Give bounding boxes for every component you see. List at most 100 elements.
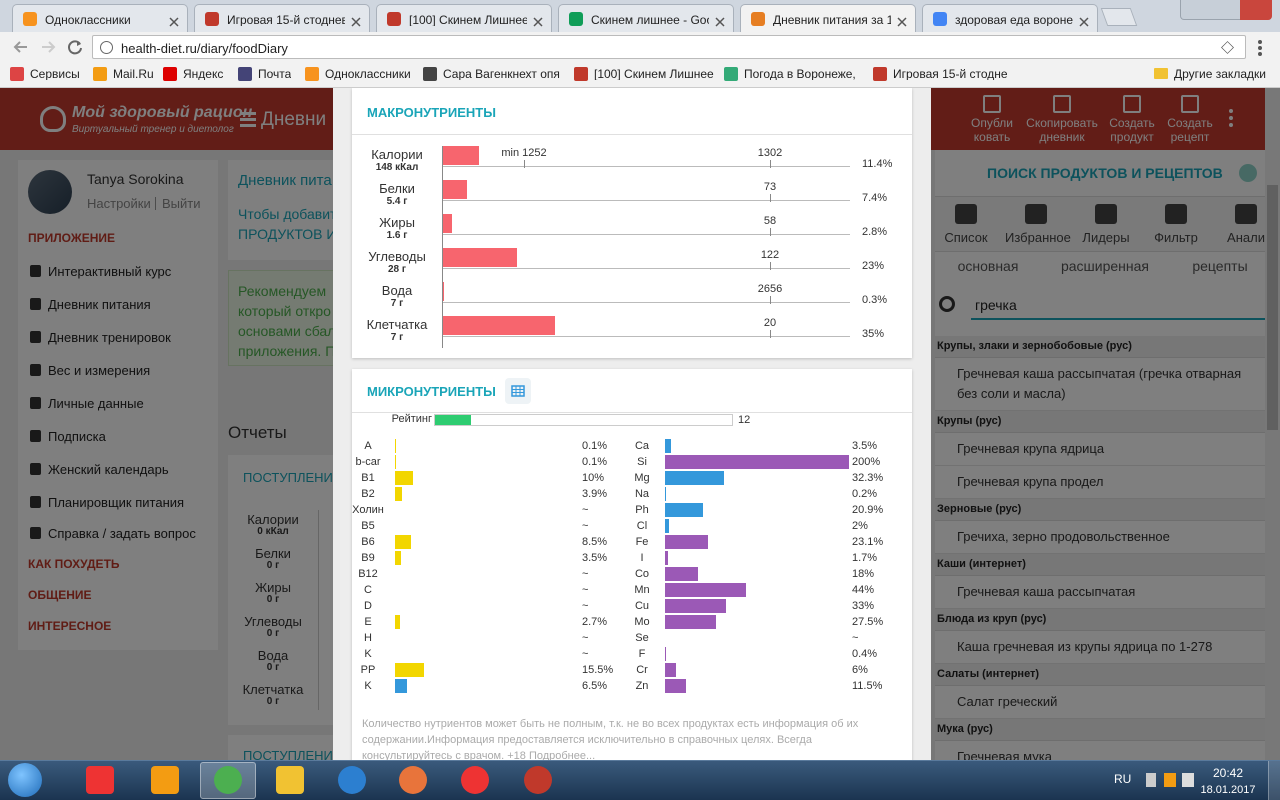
table-icon[interactable]: [505, 378, 531, 404]
macro-baseline: [443, 268, 850, 269]
nutrient-percent: 44%: [852, 584, 875, 596]
tab-close[interactable]: [169, 14, 179, 27]
nutrient-percent: 3.5%: [852, 440, 878, 452]
taskbar-app[interactable]: [461, 766, 489, 794]
browser-tab[interactable]: здоровая еда вороне: [922, 4, 1098, 32]
tab-favicon: [751, 12, 765, 26]
tab-close[interactable]: [897, 14, 907, 27]
lang[interactable]: RU: [1114, 772, 1132, 786]
start-button[interactable]: [8, 763, 42, 797]
macro-bar: [443, 316, 555, 335]
nutrient-bar: [395, 615, 400, 629]
macro-baseline: [443, 166, 850, 167]
nutrient-bar: [395, 551, 402, 565]
nutrient-name: Cu: [634, 600, 650, 612]
nutrient-bar: [665, 615, 716, 629]
nutrient-percent: 1.7%: [852, 552, 878, 564]
bar-track: [665, 599, 849, 613]
norm-tick: [770, 296, 771, 304]
bookmark[interactable]: Почта: [258, 68, 292, 80]
bookmark-icon[interactable]: [423, 67, 437, 81]
bookmark[interactable]: Mail.Ru: [113, 68, 154, 80]
nutrient-name: K: [364, 648, 372, 660]
nutrient-bar: [665, 503, 704, 517]
new-tab[interactable]: [1100, 8, 1138, 26]
bookmark-icon[interactable]: [724, 67, 738, 81]
tab-close[interactable]: [533, 14, 543, 27]
taskbar-app[interactable]: [338, 766, 366, 794]
nutrient-name: Холин: [352, 504, 384, 516]
clock[interactable]: 20:42: [1212, 766, 1244, 780]
nutrient-name: F: [638, 648, 646, 660]
browser-tab[interactable]: [100] Скинем Лишнее: [376, 4, 552, 32]
bookmark-icon[interactable]: [238, 67, 252, 81]
tab-close[interactable]: [351, 14, 361, 27]
nav-button[interactable]: [66, 38, 84, 56]
bookmark-icon[interactable]: [305, 67, 319, 81]
bookmark[interactable]: Яндекс: [183, 68, 224, 80]
nutrient-percent: 0.1%: [582, 456, 608, 468]
card-header-line: [352, 412, 912, 413]
bar-track: [665, 583, 849, 597]
macro-baseline: [443, 234, 850, 235]
nutrient-percent: 3.5%: [582, 552, 608, 564]
nutrient-bar: [395, 487, 403, 501]
taskbar-app[interactable]: [276, 766, 304, 794]
taskbar-app[interactable]: [524, 766, 552, 794]
taskbar-app[interactable]: [399, 766, 427, 794]
browser-tab[interactable]: Игровая 15-й стодневк: [194, 4, 370, 32]
bookmark[interactable]: Сара Вагенкнехт опя: [443, 68, 560, 80]
date[interactable]: 18.01.2017: [1200, 784, 1256, 796]
norm-label: 2656: [757, 283, 783, 295]
nutrient-name: A: [364, 440, 372, 452]
bookmark-icon[interactable]: [574, 67, 588, 81]
macro-amount: 7 г: [390, 332, 404, 343]
nutrient-percent: 15.5%: [582, 664, 614, 676]
tab-title: здоровая еда вороне: [955, 14, 1073, 26]
nutrient-percent: 18%: [852, 568, 875, 580]
nutrient-bar: [665, 519, 669, 533]
nutrient-percent: 2%: [852, 520, 868, 532]
nutrient-bar: [665, 647, 666, 661]
bookmark-icon[interactable]: [873, 67, 887, 81]
tab-close[interactable]: [715, 14, 725, 27]
bookmark-icon[interactable]: [93, 67, 107, 81]
bar-track: [395, 663, 579, 677]
nutrient-name: E: [364, 616, 372, 628]
bookmark[interactable]: [100] Скинем Лишнее: [594, 68, 714, 80]
tab-close[interactable]: [1079, 14, 1089, 27]
bookmark-star: [1221, 41, 1234, 54]
bookmark[interactable]: Сервисы: [30, 68, 80, 80]
bookmark-icon[interactable]: [10, 67, 24, 81]
menu-button[interactable]: [1258, 40, 1262, 56]
nutrient-name: Si: [637, 456, 647, 468]
bookmark[interactable]: Погода в Воронеже,: [744, 68, 856, 80]
browser-tab[interactable]: Скинем лишнее - Goo: [558, 4, 734, 32]
bookmark[interactable]: Одноклассники: [325, 68, 411, 80]
macro-baseline: [443, 302, 850, 303]
nav-button[interactable]: [39, 38, 57, 56]
nutrient-bar: [395, 679, 407, 693]
taskbar-app[interactable]: [214, 766, 242, 794]
nutrient-percent: 0.1%: [582, 440, 608, 452]
taskbar-app[interactable]: [86, 766, 114, 794]
address-bar[interactable]: health-diet.ru/diary/foodDiary: [92, 35, 1246, 59]
show-desktop[interactable]: [1268, 761, 1280, 800]
window-close[interactable]: [1240, 0, 1272, 20]
nutrient-name: B5: [361, 520, 375, 532]
min-label: min 1252: [501, 147, 547, 159]
bar-track: [395, 679, 579, 693]
other-bookmarks[interactable]: Другие закладки: [1174, 67, 1266, 81]
rating-value: 12: [738, 414, 751, 426]
bar-track: [665, 439, 849, 453]
bookmark-icon[interactable]: [163, 67, 177, 81]
card-header-line: [352, 134, 912, 135]
taskbar-app[interactable]: [151, 766, 179, 794]
nav-button[interactable]: [12, 38, 30, 56]
nutrient-percent: 2.7%: [582, 616, 608, 628]
nutrient-name: Mo: [634, 616, 650, 628]
browser-tab[interactable]: Дневник питания за 1: [740, 4, 916, 32]
macro-amount: 148 кКал: [375, 162, 419, 173]
bookmark[interactable]: Игровая 15-й стодне: [893, 68, 1008, 80]
browser-tab[interactable]: Одноклассники: [12, 4, 188, 32]
